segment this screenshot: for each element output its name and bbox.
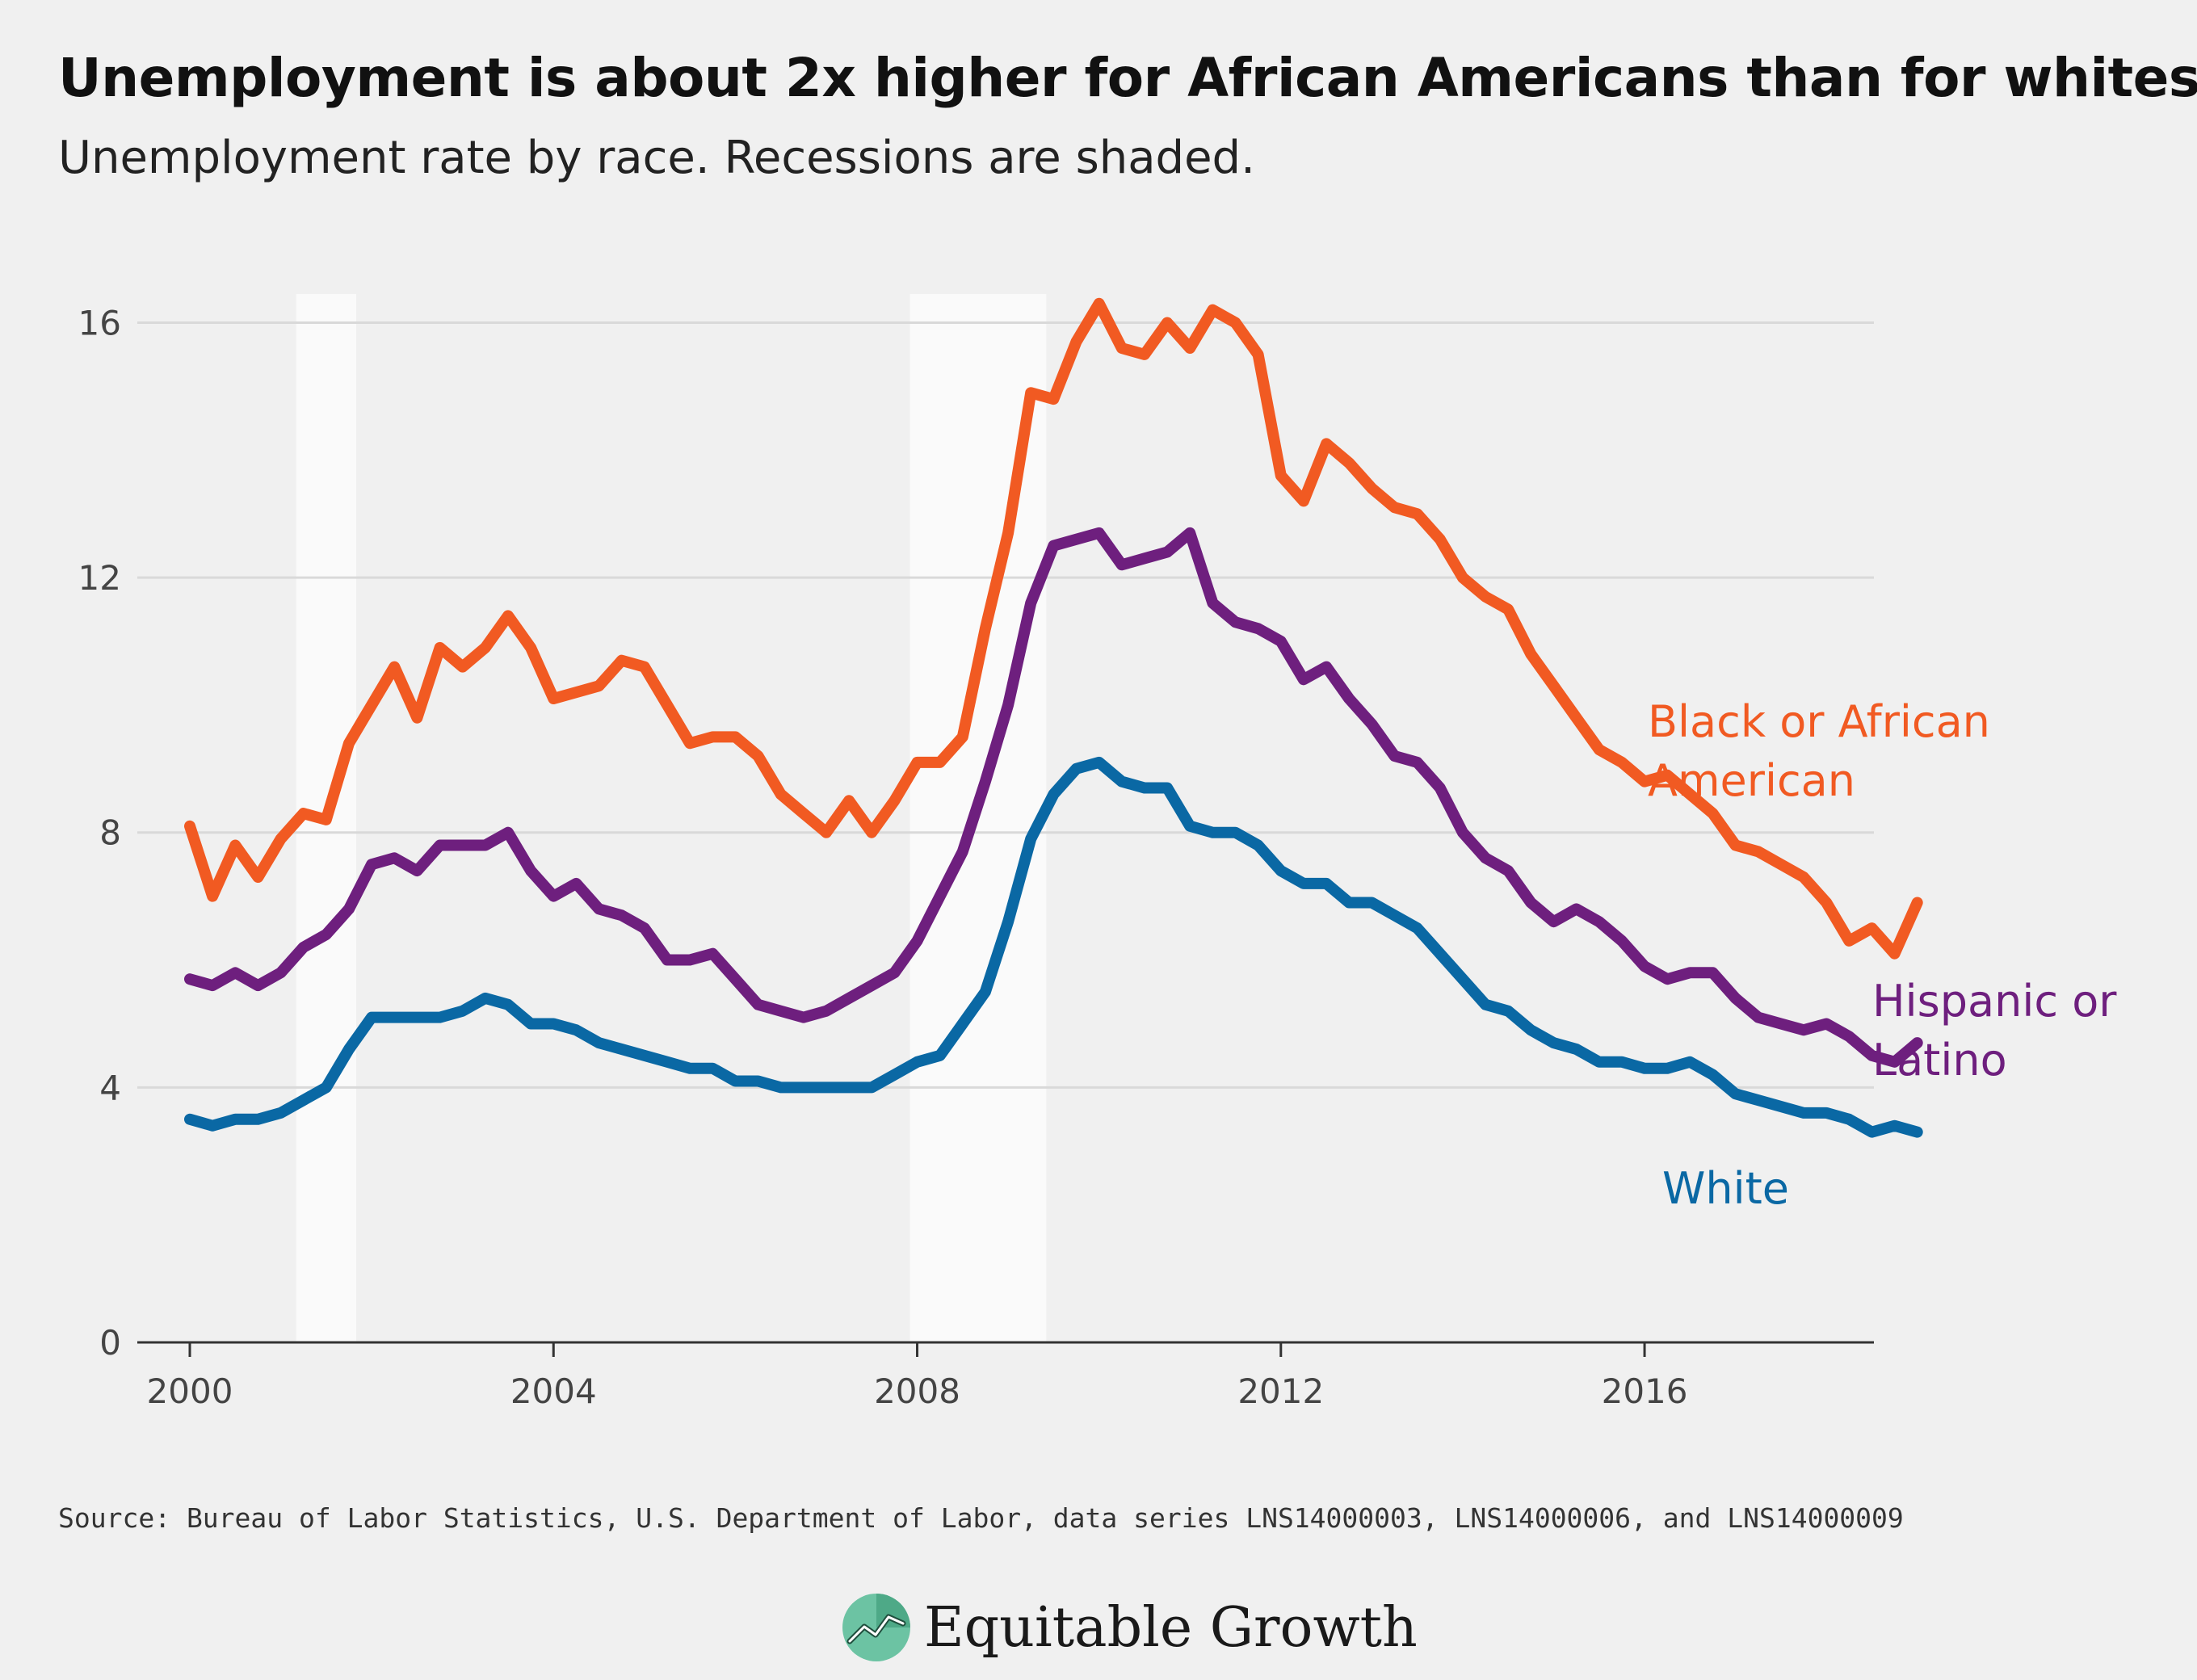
y-tick-label-16: 16	[78, 303, 121, 342]
y-tick-label-12: 12	[78, 558, 121, 598]
series-line-0	[184, 297, 1923, 960]
series-label-2-line-0: White	[1662, 1163, 1789, 1214]
series-label-1-line-0: Hispanic or	[1872, 976, 2117, 1027]
y-tick-label-0: 0	[99, 1323, 121, 1363]
x-tick-label-2012: 2012	[1237, 1371, 1324, 1411]
x-tick-label-2000: 2000	[147, 1371, 233, 1411]
series-line-1	[184, 527, 1923, 1068]
source-note: Source: Bureau of Labor Statistics, U.S.…	[58, 1502, 1904, 1534]
x-tick-label-2016: 2016	[1602, 1371, 1688, 1411]
series-label-0-line-0: Black or African	[1648, 696, 1990, 747]
series-label-0-line-1: American	[1648, 755, 1855, 806]
growth-chart-logo-icon	[842, 1594, 910, 1661]
x-tick-label-2008: 2008	[874, 1371, 960, 1411]
chart-subtitle: Unemployment rate by race. Recessions ar…	[58, 132, 1255, 184]
chart-title: Unemployment is about 2x higher for Afri…	[58, 47, 2197, 109]
series-label-1-line-1: Latino	[1872, 1035, 2007, 1086]
brand-lockup: Equitable Growth	[840, 1587, 1418, 1668]
brand-name: Equitable Growth	[924, 1595, 1418, 1660]
series-line-2	[184, 756, 1923, 1138]
x-tick-label-2004: 2004	[510, 1371, 597, 1411]
y-tick-label-8: 8	[99, 813, 121, 853]
y-tick-label-4: 4	[99, 1068, 121, 1107]
line-chart: 0 4 8 12 16 2000 2004 2008 2012 2016 Black or Afri…	[78, 294, 2117, 1411]
